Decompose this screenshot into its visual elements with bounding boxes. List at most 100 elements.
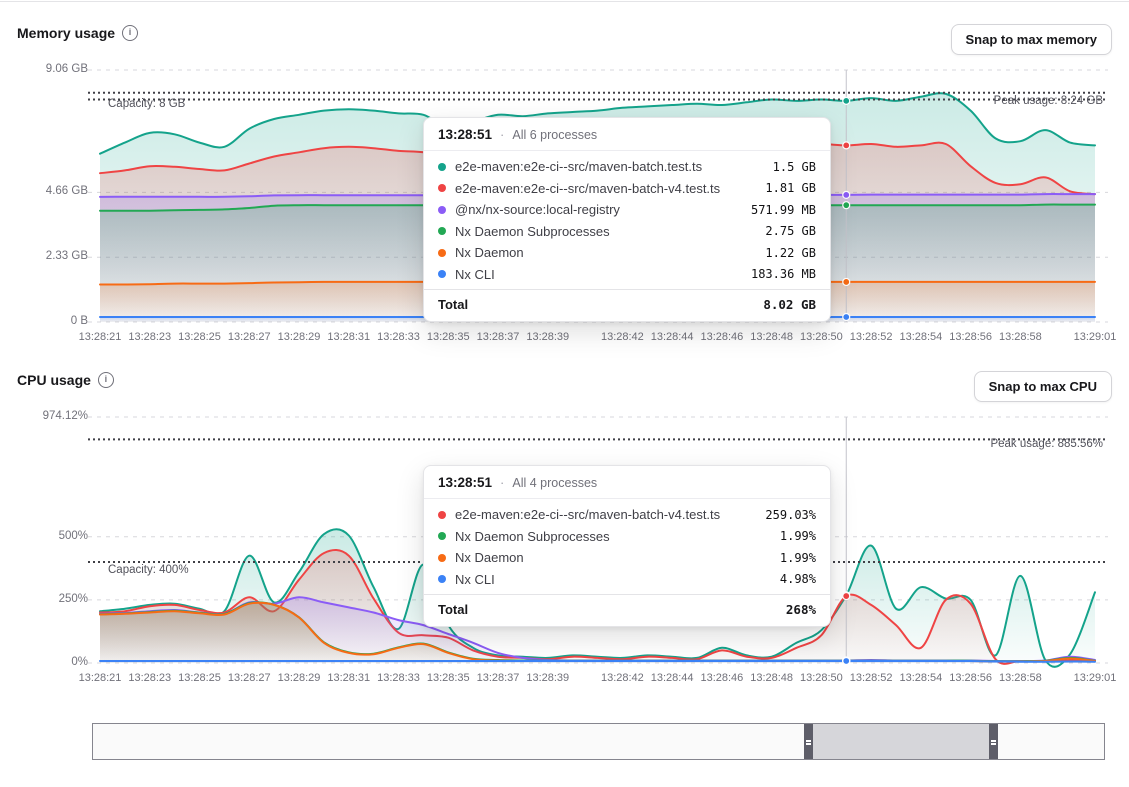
- process-value: 1.5 GB: [772, 159, 816, 174]
- process-value: 1.22 GB: [765, 245, 816, 260]
- x-axis-tick-label: 13:28:44: [650, 672, 694, 684]
- tooltip-row: Nx CLI 183.36 MB: [424, 264, 830, 286]
- x-axis-tick-label: 13:28:25: [178, 672, 221, 684]
- process-name: e2e-maven:e2e-ci--src/maven-batch.test.t…: [455, 159, 703, 175]
- x-axis-tick-label: 13:28:35: [426, 331, 470, 343]
- tooltip-header: 13:28:51 · All 4 processes: [424, 466, 830, 499]
- tooltip-time: 13:28:51: [438, 475, 493, 490]
- x-axis-tick-label: 13:28:46: [700, 331, 744, 343]
- x-axis-tick-label: 13:28:42: [600, 672, 644, 684]
- x-axis-tick-label: 13:28:46: [700, 672, 744, 684]
- tooltip-total-label: Total: [438, 297, 469, 312]
- tooltip-total-row: Total 8.02 GB: [424, 289, 830, 321]
- x-axis-tick-label: 13:28:37: [476, 331, 520, 343]
- series-color-dot: [438, 248, 446, 257]
- series-color-dot: [438, 532, 446, 541]
- series-color-dot: [438, 162, 446, 171]
- brush-handle-right[interactable]: [989, 724, 998, 759]
- x-axis-tick-label: 13:28:33: [377, 331, 420, 343]
- memory-series-line-0: [99, 92, 1096, 155]
- process-value: 571.99 MB: [750, 202, 816, 217]
- x-axis-tick-label: 13:28:54: [899, 331, 943, 343]
- x-axis-tick-label: 13:28:21: [78, 331, 122, 343]
- cpu-series-area-2: [100, 597, 1095, 663]
- process-value: 1.99%: [779, 550, 816, 565]
- cpu-usage-title: CPU usage: [17, 372, 91, 388]
- cpu-series-area-4: [100, 602, 1095, 663]
- cpu-series-line-5: [99, 659, 1096, 663]
- process-value: 1.99%: [779, 529, 816, 544]
- tooltip-total-label: Total: [438, 602, 469, 617]
- tooltip-row: @nx/nx-source:local-registry 571.99 MB: [424, 199, 830, 221]
- x-axis-tick-label: 13:28:58: [998, 672, 1042, 684]
- x-axis-tick-label: 13:28:39: [526, 672, 570, 684]
- series-color-dot: [438, 510, 446, 519]
- process-value: 4.98%: [779, 572, 816, 587]
- process-name: Nx CLI: [455, 266, 495, 282]
- cpu-crosshair-dot-5: [842, 656, 851, 666]
- memory-peak-label: Peak usage: 8.24 GB: [993, 95, 1103, 107]
- tooltip-row: Nx Daemon 1.22 GB: [424, 242, 830, 264]
- x-axis-tick-label: 13:28:21: [78, 672, 122, 684]
- series-color-dot: [438, 227, 446, 236]
- x-axis-tick-label: 13:28:33: [377, 672, 420, 684]
- memory-crosshair-dot-2: [842, 190, 851, 199]
- process-name: Nx CLI: [455, 571, 495, 587]
- x-axis-tick-label: 13:28:48: [750, 672, 794, 684]
- x-axis-tick-label: 13:28:56: [949, 331, 993, 343]
- tooltip-total-value: 8.02 GB: [763, 297, 816, 312]
- x-axis-tick-label: 13:28:31: [327, 672, 371, 684]
- brush-handle-left[interactable]: [804, 724, 813, 759]
- tooltip-separator: ·: [500, 127, 505, 142]
- process-name: Nx Daemon: [455, 550, 524, 566]
- process-name: e2e-maven:e2e-ci--src/maven-batch-v4.tes…: [455, 180, 721, 196]
- cpu-series-line-0: [99, 528, 1096, 668]
- tooltip-row: Nx Daemon Subprocesses 1.99%: [424, 526, 830, 548]
- cpu-peak-label: Peak usage: 885.56%: [990, 438, 1103, 450]
- tooltip-total-row: Total 268%: [424, 594, 830, 626]
- snap-to-max-memory-button[interactable]: Snap to max memory: [950, 24, 1112, 55]
- brush-selection[interactable]: [804, 724, 998, 759]
- series-color-dot: [438, 575, 446, 584]
- series-color-dot: [438, 553, 446, 562]
- series-color-dot: [438, 184, 446, 193]
- y-axis-tick-label: 974.12%: [42, 410, 88, 422]
- tooltip-row: e2e-maven:e2e-ci--src/maven-batch-v4.tes…: [424, 504, 830, 526]
- y-axis-tick-label: 250%: [58, 592, 88, 605]
- tooltip-rows: e2e-maven:e2e-ci--src/maven-batch-v4.tes…: [424, 499, 830, 594]
- grip-icon: [806, 740, 811, 742]
- x-axis-tick-label: 13:28:27: [227, 331, 271, 343]
- x-axis-tick-label: 13:28:29: [277, 331, 321, 343]
- x-axis-tick-label: 13:28:42: [600, 331, 644, 343]
- info-icon[interactable]: i: [97, 372, 114, 388]
- x-axis-tick-label: 13:29:01: [1073, 331, 1117, 343]
- tooltip-total-value: 268%: [785, 602, 816, 617]
- info-icon[interactable]: i: [122, 25, 139, 41]
- cpu-section-header: CPU usage i: [17, 372, 114, 388]
- memory-crosshair-dot-0: [842, 96, 851, 105]
- process-name: Nx Daemon: [455, 245, 524, 261]
- process-value: 2.75 GB: [765, 224, 816, 239]
- tooltip-row: e2e-maven:e2e-ci--src/maven-batch-v4.tes…: [424, 178, 830, 200]
- snap-to-max-cpu-button[interactable]: Snap to max CPU: [973, 371, 1112, 402]
- x-axis-tick-label: 13:28:29: [277, 672, 321, 684]
- cpu-tooltip: 13:28:51 · All 4 processes e2e-maven:e2e…: [423, 465, 831, 627]
- x-axis-tick-label: 13:28:50: [799, 331, 843, 343]
- y-axis-tick-label: 9.06 GB: [45, 63, 88, 75]
- x-axis-tick-label: 13:28:50: [799, 672, 843, 684]
- x-axis-tick-label: 13:28:52: [849, 672, 893, 684]
- y-axis-tick-label: 500%: [58, 529, 88, 542]
- x-axis-tick-label: 13:28:25: [178, 331, 221, 343]
- tooltip-header: 13:28:51 · All 6 processes: [424, 118, 830, 151]
- x-axis-tick-label: 13:28:31: [327, 331, 371, 343]
- x-axis-tick-label: 13:28:52: [849, 331, 893, 343]
- memory-crosshair-dot-3: [842, 201, 851, 210]
- x-axis-tick-label: 13:28:39: [526, 331, 570, 343]
- memory-capacity-label: Capacity: 8 GB: [108, 98, 186, 110]
- memory-usage-title: Memory usage: [17, 25, 116, 41]
- timeline-brush[interactable]: [92, 723, 1105, 760]
- cpu-capacity-label: Capacity: 400%: [108, 564, 189, 576]
- tooltip-row: Nx Daemon Subprocesses 2.75 GB: [424, 221, 830, 243]
- x-axis-tick-label: 13:28:58: [998, 331, 1042, 343]
